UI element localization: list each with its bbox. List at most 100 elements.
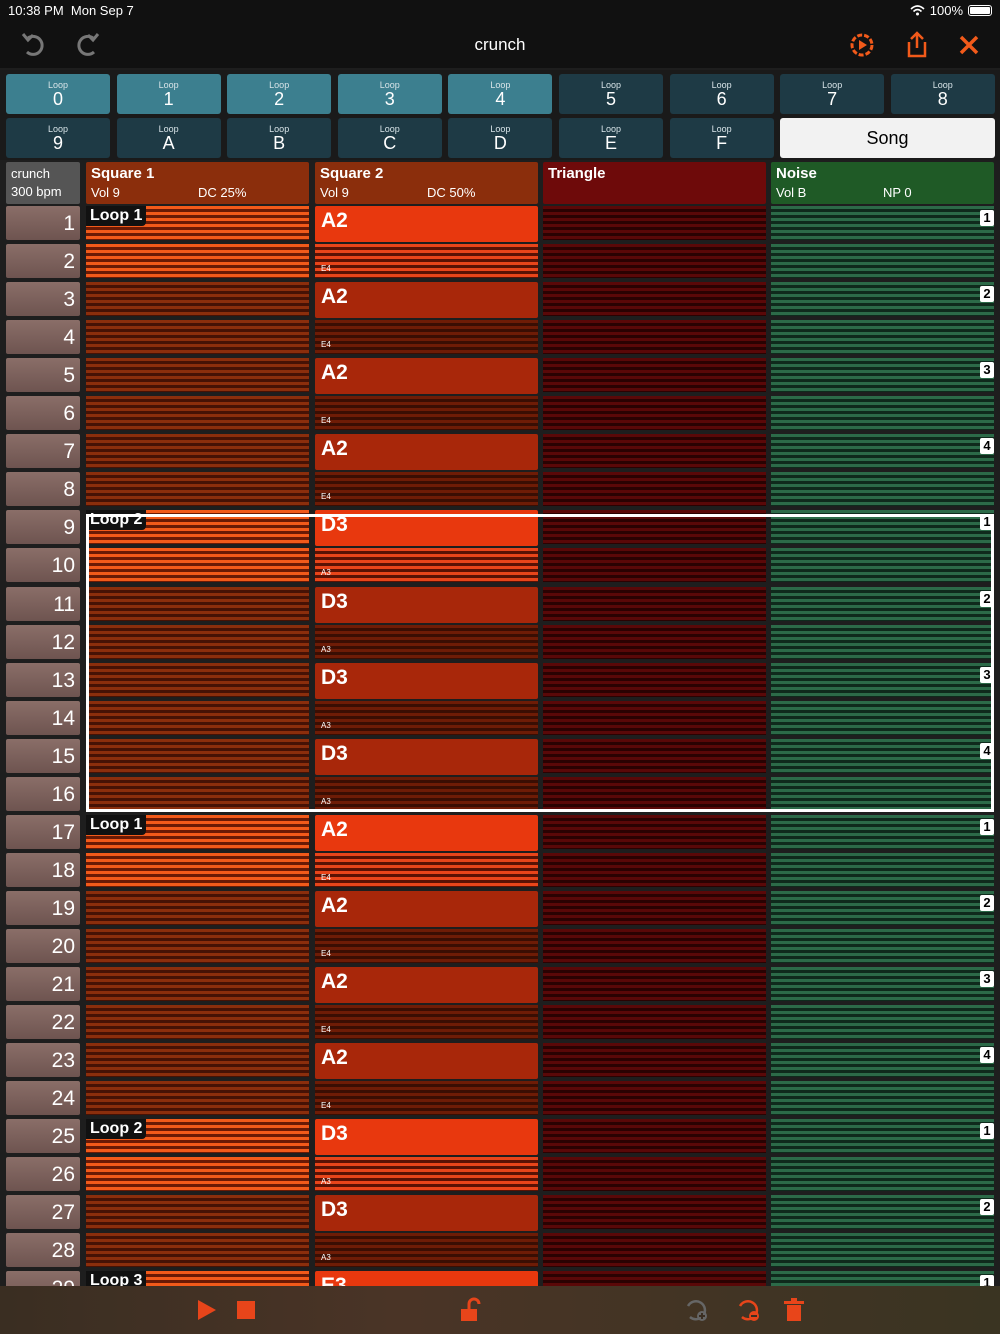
row-number[interactable]: 4 — [6, 320, 80, 355]
trash-icon[interactable] — [780, 1296, 808, 1324]
play-icon[interactable] — [192, 1296, 220, 1324]
noise-cell[interactable] — [771, 1195, 994, 1230]
noise-cell[interactable] — [771, 928, 994, 963]
row-number[interactable]: 27 — [6, 1195, 80, 1230]
square2-cell[interactable]: A3 — [315, 776, 538, 811]
loop-button-1[interactable]: Loop 1 — [116, 74, 221, 114]
square1-cell[interactable] — [86, 396, 309, 431]
triangle-cell[interactable] — [543, 662, 766, 697]
triangle-cell[interactable] — [543, 852, 766, 887]
row-number[interactable]: 17 — [6, 814, 80, 849]
loop-button-4[interactable]: Loop 4 — [448, 74, 553, 114]
square2-cell[interactable]: A3 — [315, 548, 538, 583]
square1-cell[interactable] — [86, 320, 309, 355]
loop-button-5[interactable]: Loop 5 — [559, 74, 663, 114]
square1-cell[interactable] — [86, 1195, 309, 1230]
square1-cell[interactable] — [86, 548, 309, 583]
square1-cell[interactable] — [86, 890, 309, 925]
noise-cell[interactable] — [771, 1043, 994, 1078]
triangle-cell[interactable] — [543, 700, 766, 735]
square1-cell[interactable] — [86, 244, 309, 279]
row-number[interactable]: 13 — [6, 662, 80, 697]
triangle-cell[interactable] — [543, 738, 766, 773]
loop-button-c[interactable]: Loop C — [337, 118, 442, 158]
triangle-cell[interactable] — [543, 1195, 766, 1230]
square2-cell[interactable]: E4 — [315, 1005, 538, 1040]
square2-note-block[interactable]: D3 — [315, 1119, 538, 1156]
triangle-cell[interactable] — [543, 1043, 766, 1078]
row-number[interactable]: 10 — [6, 548, 80, 583]
square1-cell[interactable] — [86, 1157, 309, 1192]
square2-note-block[interactable]: A2 — [315, 282, 538, 319]
square2-cell[interactable]: E4 — [315, 396, 538, 431]
square2-cell[interactable]: E4 — [315, 244, 538, 279]
noise-cell[interactable] — [771, 434, 994, 469]
row-number[interactable]: 18 — [6, 852, 80, 887]
triangle-cell[interactable] — [543, 510, 766, 545]
row-number[interactable]: 29 — [6, 1271, 80, 1286]
song-button[interactable]: Song — [780, 118, 995, 158]
square1-cell[interactable] — [86, 776, 309, 811]
triangle-cell[interactable] — [543, 472, 766, 507]
noise-cell[interactable] — [771, 967, 994, 1001]
loop-button-e[interactable]: Loop E — [559, 118, 663, 158]
noise-cell[interactable] — [771, 1233, 994, 1268]
square2-cell[interactable]: A2 — [315, 434, 538, 471]
square1-cell[interactable] — [86, 472, 309, 507]
row-number[interactable]: 15 — [6, 738, 80, 773]
row-number[interactable]: 16 — [6, 776, 80, 811]
triangle-cell[interactable] — [543, 776, 766, 811]
row-number[interactable]: 3 — [6, 282, 80, 317]
square2-note-block[interactable]: A2 — [315, 206, 538, 242]
song-header[interactable]: crunch 300 bpm — [6, 162, 80, 204]
square2-cell[interactable]: D3 — [315, 662, 538, 699]
noise-cell[interactable] — [771, 700, 994, 735]
noise-cell[interactable] — [771, 776, 994, 811]
row-number[interactable]: 21 — [6, 967, 80, 1001]
square2-note-block[interactable]: A2 — [315, 434, 538, 471]
loop-add-icon[interactable] — [682, 1296, 710, 1324]
triangle-cell[interactable] — [543, 434, 766, 469]
square2-cell[interactable]: D3 — [315, 738, 538, 775]
row-number[interactable]: 1 — [6, 206, 80, 240]
triangle-cell[interactable] — [543, 814, 766, 849]
square2-cell[interactable]: A3 — [315, 700, 538, 735]
settings-icon[interactable] — [845, 28, 879, 62]
triangle-cell[interactable] — [543, 1233, 766, 1268]
noise-cell[interactable] — [771, 624, 994, 659]
triangle-header[interactable]: Triangle — [543, 162, 766, 204]
loop-button-0[interactable]: Loop 0 — [6, 74, 110, 114]
loop-button-9[interactable]: Loop 9 — [6, 118, 110, 158]
row-number[interactable]: 2 — [6, 244, 80, 279]
row-number[interactable]: 12 — [6, 624, 80, 659]
square2-cell[interactable]: A3 — [315, 1233, 538, 1268]
triangle-cell[interactable] — [543, 282, 766, 317]
square1-cell[interactable] — [86, 662, 309, 697]
square1-cell[interactable] — [86, 1005, 309, 1040]
triangle-cell[interactable] — [543, 928, 766, 963]
square2-note-block[interactable]: A2 — [315, 967, 538, 1003]
square2-note-block[interactable]: A2 — [315, 890, 538, 927]
square2-note-block[interactable]: D3 — [315, 510, 538, 547]
noise-cell[interactable] — [771, 1271, 994, 1286]
loop-button-8[interactable]: Loop 8 — [890, 74, 995, 114]
triangle-cell[interactable] — [543, 967, 766, 1001]
square1-cell[interactable] — [86, 358, 309, 393]
square2-cell[interactable]: E4 — [315, 320, 538, 355]
square2-cell[interactable]: E4 — [315, 472, 538, 507]
square1-cell[interactable] — [86, 928, 309, 963]
triangle-cell[interactable] — [543, 244, 766, 279]
row-number[interactable]: 20 — [6, 928, 80, 963]
square2-note-block[interactable]: D3 — [315, 662, 538, 699]
square2-cell[interactable]: D3 — [315, 1195, 538, 1232]
noise-cell[interactable] — [771, 510, 994, 545]
square1-cell[interactable] — [86, 282, 309, 317]
square1-cell[interactable] — [86, 434, 309, 469]
row-number[interactable]: 22 — [6, 1005, 80, 1040]
noise-cell[interactable] — [771, 1157, 994, 1192]
square2-header[interactable]: Square 2 Vol 9 DC 50% — [315, 162, 538, 204]
noise-cell[interactable] — [771, 738, 994, 773]
triangle-cell[interactable] — [543, 358, 766, 393]
square2-note-block[interactable]: E3 — [315, 1271, 538, 1286]
triangle-cell[interactable] — [543, 396, 766, 431]
